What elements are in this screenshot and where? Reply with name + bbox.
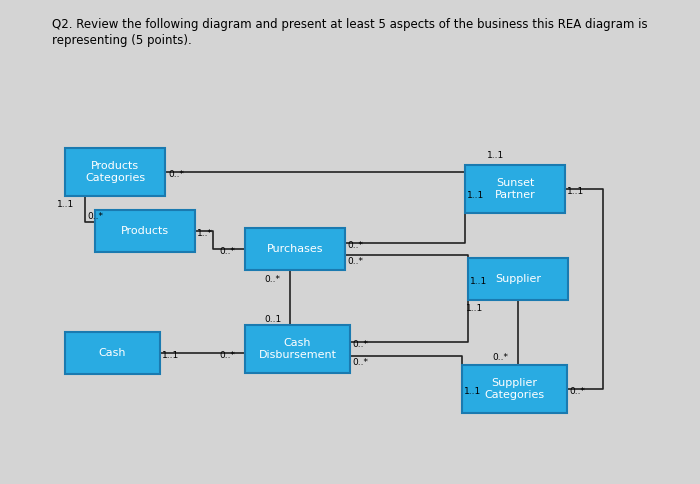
- Text: 0..*: 0..*: [168, 170, 184, 179]
- Text: Cash: Cash: [99, 348, 126, 358]
- Text: Products
Categories: Products Categories: [85, 161, 145, 183]
- Text: 1..1: 1..1: [162, 351, 179, 360]
- Text: 0..*: 0..*: [219, 351, 235, 360]
- FancyBboxPatch shape: [462, 365, 567, 413]
- FancyBboxPatch shape: [465, 165, 565, 213]
- Text: Products: Products: [121, 226, 169, 236]
- Text: 1..1: 1..1: [464, 387, 482, 396]
- Text: 0..*: 0..*: [219, 247, 235, 256]
- Text: 1..1: 1..1: [487, 151, 504, 160]
- FancyBboxPatch shape: [468, 258, 568, 300]
- FancyBboxPatch shape: [65, 148, 165, 196]
- Text: 1..1: 1..1: [466, 304, 483, 313]
- Text: 1..1: 1..1: [567, 187, 584, 196]
- Text: representing (5 points).: representing (5 points).: [52, 34, 192, 47]
- Text: Cash
Disbursement: Cash Disbursement: [258, 338, 337, 360]
- Text: 0..*: 0..*: [347, 241, 363, 250]
- Text: Purchases: Purchases: [267, 244, 323, 254]
- FancyBboxPatch shape: [245, 228, 345, 270]
- Text: Supplier: Supplier: [495, 274, 541, 284]
- FancyBboxPatch shape: [65, 332, 160, 374]
- Text: 0..*: 0..*: [347, 257, 363, 266]
- Text: 0..*: 0..*: [492, 353, 508, 362]
- Text: Q2. Review the following diagram and present at least 5 aspects of the business : Q2. Review the following diagram and pre…: [52, 18, 648, 31]
- Text: 1..1: 1..1: [57, 200, 74, 209]
- Text: 0..*: 0..*: [352, 358, 368, 367]
- Text: 1..1: 1..1: [467, 191, 484, 200]
- Text: 1..1: 1..1: [470, 277, 487, 286]
- Text: 0..*: 0..*: [264, 275, 280, 284]
- Text: Supplier
Categories: Supplier Categories: [484, 378, 545, 400]
- Text: 0..*: 0..*: [87, 212, 103, 221]
- Text: 0..*: 0..*: [352, 340, 368, 349]
- Text: Sunset
Partner: Sunset Partner: [495, 178, 536, 200]
- FancyBboxPatch shape: [245, 325, 350, 373]
- Text: 0..1: 0..1: [265, 315, 281, 324]
- Text: 0..*: 0..*: [569, 387, 585, 396]
- Text: 1..*: 1..*: [197, 229, 213, 238]
- FancyBboxPatch shape: [95, 210, 195, 252]
